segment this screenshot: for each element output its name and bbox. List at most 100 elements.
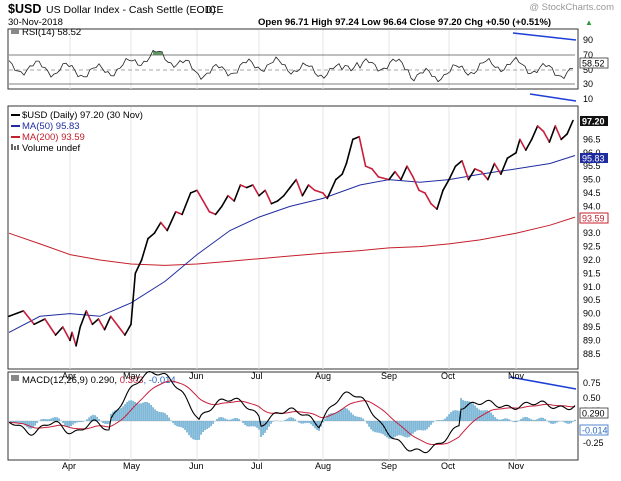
- price-segment: [221, 194, 229, 208]
- price-segment: [289, 178, 298, 189]
- macd-histogram-bar: [266, 421, 268, 430]
- price-segment: [118, 326, 126, 336]
- ma50-text: 95.83: [582, 154, 605, 164]
- price-segment: [334, 173, 344, 181]
- macd-histogram-bar: [530, 419, 532, 421]
- rsi-tick-label: 10: [583, 94, 593, 104]
- macd-histogram-bar: [534, 419, 536, 421]
- macd-histogram-bar: [232, 418, 234, 421]
- x-label-macd-nov: Nov: [508, 461, 525, 471]
- macd-histogram-bar: [368, 421, 370, 427]
- macd-histogram-bar: [350, 412, 352, 421]
- price-segment: [103, 315, 112, 331]
- macd-histogram-bar: [134, 401, 136, 421]
- macd-histogram-bar: [94, 415, 96, 421]
- macd-histogram-bar: [78, 421, 80, 423]
- price-tick-label: 95.5: [583, 161, 601, 171]
- x-label-price-apr: Apr: [62, 371, 76, 381]
- price-segment: [91, 318, 100, 326]
- macd-histogram-bar: [116, 409, 118, 421]
- macd-histogram-bar: [486, 410, 488, 421]
- legend-volume: Volume undef: [22, 143, 80, 154]
- rsi-tick-label: 70: [583, 50, 593, 60]
- up-arrow-icon: ▲: [585, 18, 593, 27]
- price-segment: [326, 178, 337, 200]
- price-segment: [124, 323, 132, 336]
- macd-histogram-bar: [142, 402, 144, 421]
- macd-histogram-bar: [340, 409, 342, 421]
- macd-histogram-bar: [170, 420, 172, 421]
- macd-histogram-bar: [198, 421, 200, 440]
- macd-histogram-bar: [512, 421, 514, 422]
- price-segment: [134, 259, 143, 275]
- macd-histogram-bar: [294, 419, 296, 421]
- price-tick-label: 89.5: [583, 322, 601, 332]
- macd-histogram-bar: [148, 403, 150, 421]
- price-tick-label: 89.0: [583, 335, 601, 345]
- macd-histogram-bar: [470, 402, 472, 421]
- price-segment: [79, 310, 88, 328]
- ohlc-summary: Open 96.71 High 97.24 Low 96.64 Close 97…: [258, 17, 551, 28]
- macd-hist-badge: [579, 424, 609, 436]
- macd-histogram-bar: [306, 421, 308, 423]
- price-segment: [153, 221, 162, 234]
- macd-histogram-bar: [180, 421, 182, 428]
- legend-ma200: MA(200) 93.59: [22, 132, 85, 143]
- macd-histogram-bar: [220, 417, 222, 421]
- price-segment: [54, 326, 64, 336]
- macd-histogram-bar: [414, 421, 416, 432]
- price-tick-label: 93.0: [583, 228, 601, 238]
- macd-histogram-bar: [18, 421, 20, 423]
- macd-histogram-bar: [490, 412, 492, 421]
- price-segment: [394, 170, 402, 181]
- macd-histogram-bar: [92, 414, 94, 421]
- macd-histogram-bar: [394, 421, 396, 437]
- macd-histogram-bar: [222, 417, 224, 421]
- x-label-macd-jun: Jun: [189, 461, 204, 471]
- price-segment: [412, 176, 420, 192]
- macd-histogram-bar: [196, 421, 198, 440]
- macd-histogram-bar: [496, 418, 498, 421]
- macd-histogram-bar: [56, 417, 58, 421]
- macd-histogram-bar: [98, 419, 100, 421]
- price-segment: [566, 119, 574, 135]
- price-segment: [239, 184, 248, 189]
- macd-histogram-bar: [474, 405, 476, 421]
- macd-histogram-bar: [206, 421, 208, 429]
- price-segment: [474, 168, 483, 173]
- macd-histogram-bar: [210, 421, 212, 427]
- price-segment: [301, 184, 310, 197]
- price-tick-label: 95.0: [583, 175, 601, 185]
- price-segment: [448, 165, 457, 181]
- macd-histogram-bar: [314, 421, 316, 429]
- macd-histogram-bar: [230, 419, 232, 421]
- macd-histogram-bar: [572, 421, 574, 422]
- macd-histogram-bar: [160, 412, 162, 421]
- rsi-trendline: [512, 32, 577, 41]
- macd-histogram-bar: [366, 421, 368, 424]
- macd-histogram-bar: [264, 421, 266, 433]
- macd-histogram-bar: [400, 421, 402, 436]
- price-legend: $USD (Daily) 97.20 (30 Nov) MA(50) 95.83…: [11, 110, 143, 154]
- macd-histogram-bar: [68, 421, 70, 427]
- macd-histogram-bar: [508, 419, 510, 421]
- macd-histogram-bar: [410, 421, 412, 436]
- macd-histogram-bar: [514, 421, 516, 423]
- macd-histogram-bar: [422, 421, 424, 431]
- macd-histogram-bar: [312, 421, 314, 427]
- macd-histogram-bar: [54, 417, 56, 421]
- macd-histogram-bar: [304, 421, 306, 424]
- price-segment: [75, 326, 81, 347]
- macd-histogram-bar: [568, 421, 570, 424]
- macd-histogram-bar: [234, 418, 236, 421]
- macd-histogram-bar: [226, 419, 228, 421]
- price-tick-label: 94.5: [583, 188, 601, 198]
- macd-histogram-bar: [552, 421, 554, 424]
- price-tick-label: 91.5: [583, 268, 601, 278]
- macd-histogram-bar: [344, 407, 346, 421]
- macd-histogram-bar: [502, 419, 504, 421]
- macd-value-badge: [579, 407, 609, 419]
- price-segment: [313, 189, 324, 194]
- macd-histogram-bar: [236, 418, 238, 421]
